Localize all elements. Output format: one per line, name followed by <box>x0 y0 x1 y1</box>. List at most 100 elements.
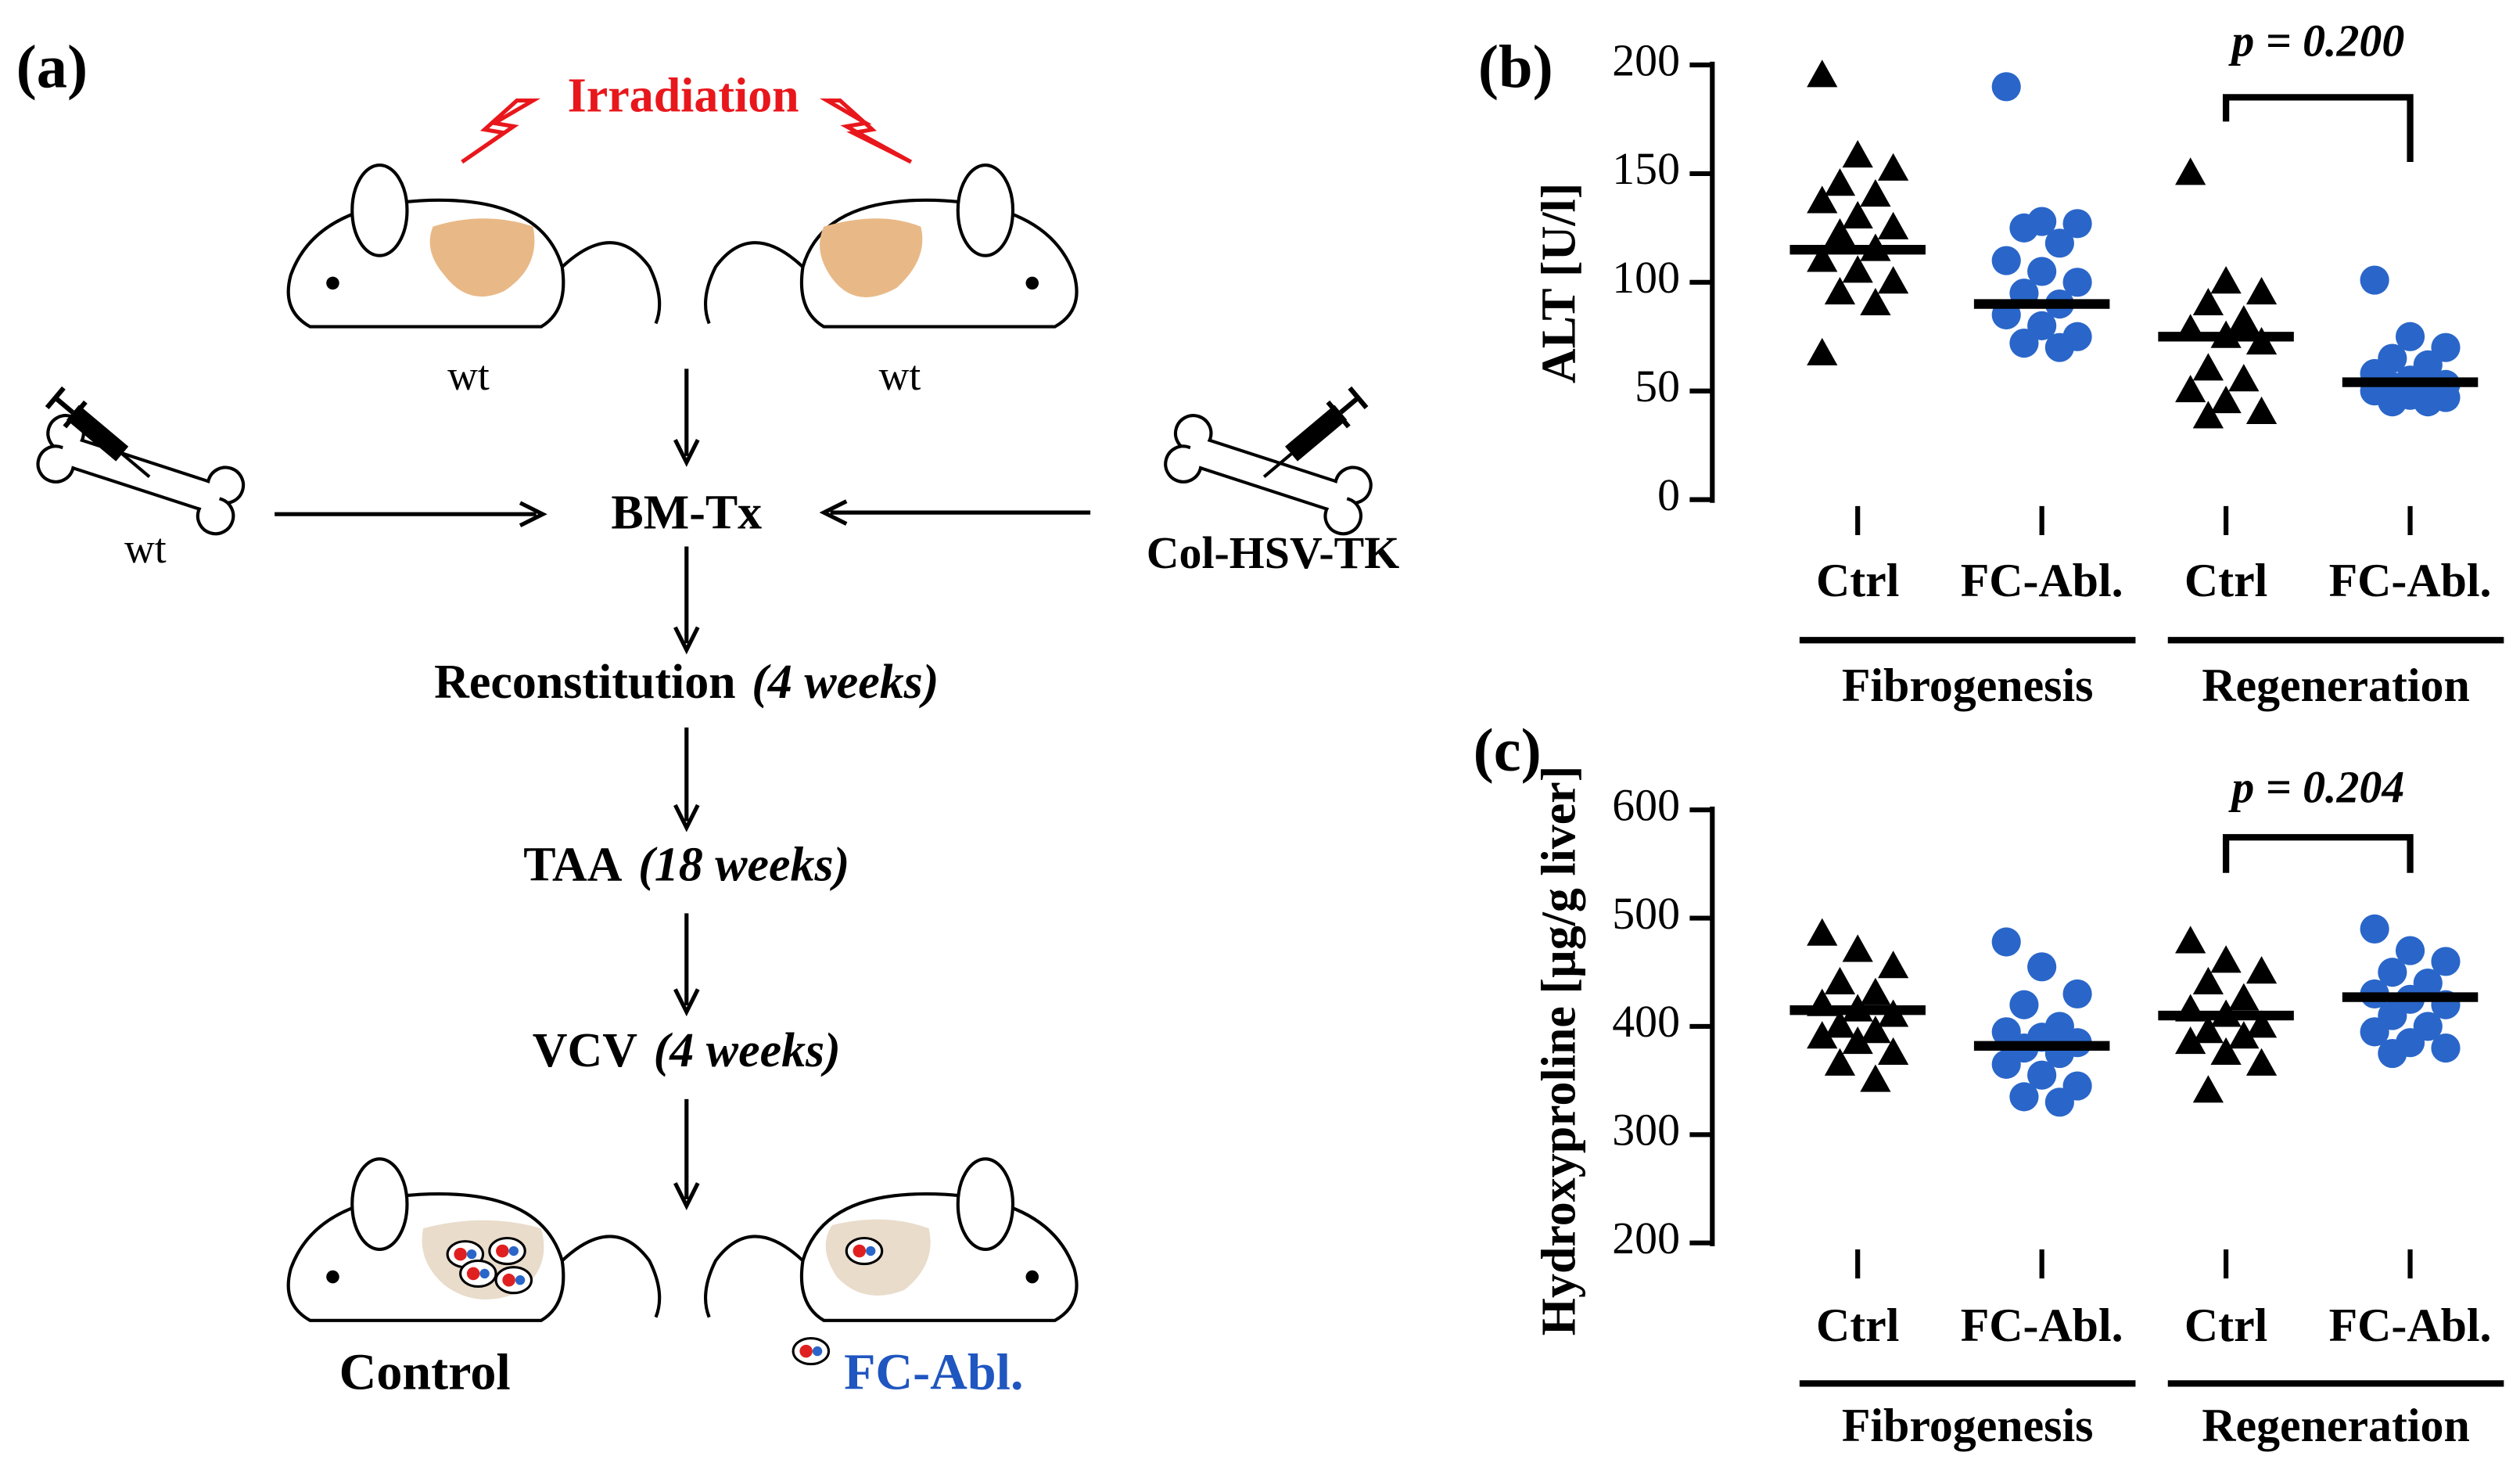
point <box>2027 1060 2057 1090</box>
point <box>1824 277 1856 305</box>
point <box>2245 396 2278 424</box>
point <box>2395 936 2425 965</box>
panel-label: (a) <box>16 32 88 100</box>
cell <box>459 1259 497 1289</box>
point <box>1991 1049 2021 1079</box>
point <box>1860 287 1891 316</box>
point <box>1842 1026 1873 1055</box>
bone <box>34 411 248 538</box>
cell <box>488 1236 526 1266</box>
point <box>2245 1010 2278 1038</box>
point <box>2027 952 2057 982</box>
y-tick-label: 50 <box>1635 361 1680 412</box>
point <box>1860 1064 1891 1092</box>
step-label: BM-Tx <box>611 487 762 540</box>
point <box>2395 322 2425 351</box>
point <box>2009 329 2039 358</box>
point <box>1878 153 1909 181</box>
step-label: Reconstitution <box>434 656 735 709</box>
step: TAA (18 weeks) <box>523 839 849 892</box>
y-tick-label: 100 <box>1612 252 1680 303</box>
significance-bracket <box>2222 834 2414 873</box>
point <box>1991 927 2021 957</box>
panel-label: (b) <box>1478 32 1553 100</box>
point <box>1842 140 1873 168</box>
point <box>2245 1048 2278 1076</box>
point <box>1842 255 1873 283</box>
cell <box>792 1337 831 1366</box>
point <box>2210 385 2242 414</box>
point <box>2192 1075 2224 1103</box>
point <box>1991 246 2021 275</box>
p-value: p = 0.200 <box>2227 16 2404 66</box>
step-label: VCV <box>533 1024 637 1077</box>
y-tick-label: 500 <box>1612 888 1680 939</box>
point <box>2431 947 2461 976</box>
point <box>2210 1037 2242 1065</box>
x-tick-label: FC-Abl. <box>2329 1299 2492 1351</box>
point <box>1807 1021 1838 1049</box>
step: Reconstitution (4 weeks) <box>434 656 939 709</box>
x-tick-label: Ctrl <box>1816 555 1899 606</box>
point <box>2192 1015 2224 1044</box>
x-tick-label: FC-Abl. <box>1961 555 2123 606</box>
group-label: Fibrogenesis <box>1842 660 2094 711</box>
point <box>2228 305 2260 333</box>
point <box>2027 311 2057 340</box>
lightning <box>461 98 541 164</box>
point <box>2044 228 2074 258</box>
point <box>2378 1038 2407 1069</box>
cell <box>845 1236 884 1266</box>
point <box>1824 1010 1856 1038</box>
point <box>1807 185 1838 214</box>
point <box>1860 179 1891 207</box>
bone-label: Col-HSV-TK <box>1147 527 1399 578</box>
point <box>2245 956 2278 984</box>
point <box>2431 332 2461 362</box>
point <box>2175 926 2206 954</box>
point <box>2192 287 2224 316</box>
group-label: Regeneration <box>2202 660 2470 711</box>
panel-label: (c) <box>1474 716 1542 784</box>
point <box>2378 958 2407 987</box>
y-tick-label: 600 <box>1612 779 1680 830</box>
y-tick-label: 200 <box>1612 1213 1680 1264</box>
point <box>2245 277 2278 305</box>
point <box>2360 265 2389 295</box>
point <box>2192 353 2224 381</box>
point <box>1842 934 1873 962</box>
point <box>1824 1048 1856 1076</box>
point <box>2175 157 2206 185</box>
step-label: TAA <box>523 839 622 892</box>
arrows <box>275 368 1091 1210</box>
point <box>2192 966 2224 995</box>
point <box>2360 1017 2389 1047</box>
point <box>2009 1082 2039 1112</box>
point <box>2044 1087 2074 1117</box>
irradiation-label: Irradiation <box>568 70 799 123</box>
outcome-label: FC-Abl. <box>844 1343 1023 1400</box>
point <box>1807 59 1838 88</box>
point <box>2413 387 2443 417</box>
liver <box>429 218 535 297</box>
p-value: p = 0.204 <box>2227 762 2404 813</box>
x-tick-label: FC-Abl. <box>1961 1299 2123 1351</box>
point <box>2378 387 2407 417</box>
mouse-label: wt <box>879 352 921 399</box>
point <box>2431 1033 2461 1063</box>
point <box>2228 1021 2260 1049</box>
y-tick-label: 150 <box>1612 143 1680 194</box>
point <box>2210 266 2242 294</box>
y-tick-label: 0 <box>1657 469 1680 520</box>
point <box>1878 211 1909 239</box>
point <box>2228 983 2260 1011</box>
group-label: Regeneration <box>2202 1400 2470 1451</box>
point <box>1807 244 1838 272</box>
step-duration: (4 weeks) <box>654 1024 841 1077</box>
point <box>1807 337 1838 365</box>
point <box>2044 332 2074 362</box>
cell <box>494 1266 533 1295</box>
point <box>1842 200 1873 228</box>
point <box>1824 218 1856 246</box>
